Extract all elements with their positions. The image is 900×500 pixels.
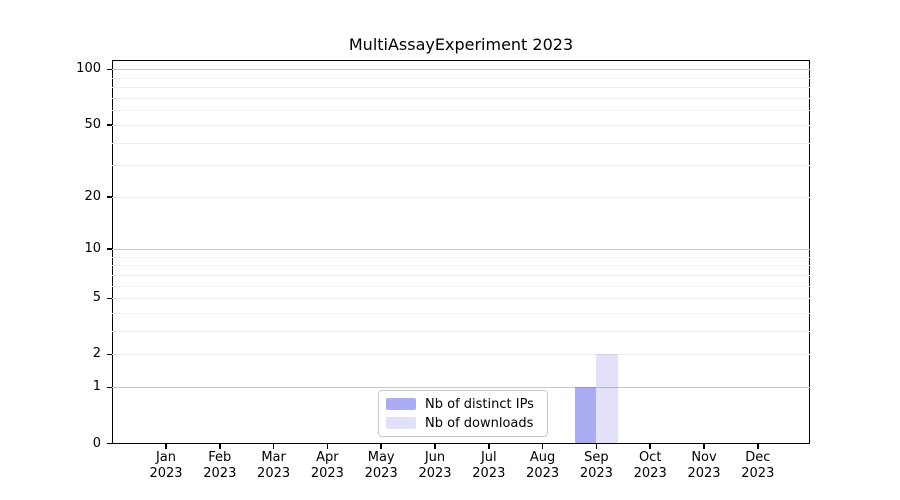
y-tick-label: 5: [92, 290, 101, 306]
legend-label-distinct-ips: Nb of distinct IPs: [425, 396, 534, 412]
x-tick-label: Jan 2023: [149, 450, 183, 481]
gridline-minor: [112, 285, 810, 287]
gridline-major: [112, 387, 810, 389]
gridline-minor: [112, 77, 810, 79]
legend-swatch-distinct-ips: [386, 398, 416, 410]
gridline-minor: [112, 124, 810, 126]
y-tick-label: 1: [92, 379, 101, 395]
x-tick-mark: [541, 444, 544, 449]
y-tick-label: 20: [84, 188, 101, 204]
gridline-minor: [112, 165, 810, 167]
legend-entry-distinct-ips: Nb of distinct IPs: [386, 397, 547, 412]
y-tick-mark: [107, 442, 112, 445]
x-tick-label: Oct 2023: [633, 450, 667, 481]
x-tick-label: Nov 2023: [687, 450, 721, 481]
legend-swatch-downloads: [386, 417, 416, 429]
x-tick-label: Jul 2023: [472, 450, 506, 481]
legend-label-downloads: Nb of downloads: [425, 415, 534, 431]
y-tick-label: 100: [76, 61, 101, 77]
y-tick-mark: [107, 124, 112, 126]
plot-area: [112, 60, 810, 444]
gridline-minor: [112, 256, 810, 258]
legend-entry-downloads: Nb of downloads: [386, 416, 547, 431]
bar-distinct-ips: [574, 387, 597, 444]
y-tick-mark: [107, 248, 112, 250]
x-tick-label: Feb 2023: [203, 450, 237, 481]
x-tick-label: May 2023: [364, 450, 398, 481]
legend: Nb of distinct IPs Nb of downloads: [378, 390, 548, 437]
x-tick-mark: [757, 444, 759, 449]
bar-downloads: [596, 354, 618, 444]
x-tick-mark: [272, 444, 275, 449]
x-tick-label: Aug 2023: [526, 450, 560, 481]
y-tick-label: 50: [84, 116, 101, 132]
gridline-minor: [112, 196, 810, 198]
gridline-minor: [112, 110, 810, 112]
gridline-minor: [112, 265, 810, 267]
y-tick-mark: [107, 68, 112, 71]
x-tick-label: Dec 2023: [741, 450, 775, 481]
gridline-minor: [112, 313, 810, 315]
gridline-minor: [112, 298, 810, 300]
gridline-minor: [112, 142, 810, 144]
gridline-major: [112, 249, 810, 251]
chart-title: MultiAssayExperiment 2023: [348, 35, 574, 54]
x-tick-mark: [165, 444, 167, 449]
y-tick-mark: [107, 297, 112, 300]
gridline-minor: [112, 354, 810, 356]
x-tick-mark: [380, 444, 382, 449]
y-tick-mark: [107, 196, 112, 198]
x-tick-mark: [434, 444, 436, 449]
x-tick-label: Mar 2023: [257, 450, 291, 481]
y-tick-label: 0: [92, 435, 101, 451]
x-tick-label: Jun 2023: [418, 450, 452, 481]
y-tick-mark: [107, 353, 112, 356]
x-tick-mark: [219, 444, 221, 449]
y-tick-label: 10: [84, 241, 101, 257]
gridline-minor: [112, 274, 810, 276]
gridline-minor: [112, 87, 810, 89]
x-tick-label: Apr 2023: [310, 450, 344, 481]
x-tick-mark: [703, 444, 705, 449]
y-tick-mark: [107, 386, 112, 389]
x-tick-mark: [649, 444, 651, 449]
x-tick-mark: [488, 444, 490, 449]
x-tick-mark: [326, 444, 329, 449]
gridline-minor: [112, 98, 810, 100]
gridline-minor: [112, 331, 810, 333]
gridline-major: [112, 69, 810, 71]
x-tick-mark: [595, 444, 598, 449]
y-tick-label: 2: [92, 346, 101, 362]
x-tick-label: Sep 2023: [579, 450, 613, 481]
